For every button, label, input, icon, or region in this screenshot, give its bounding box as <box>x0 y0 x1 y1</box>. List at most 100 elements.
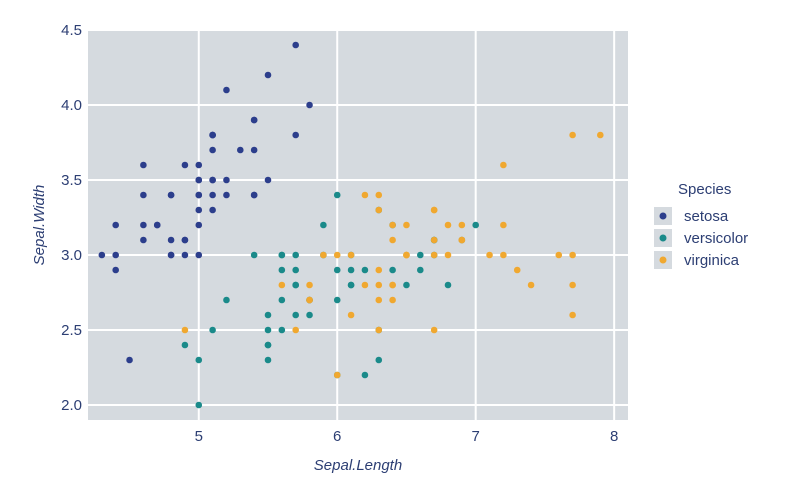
data-point <box>333 296 341 304</box>
data-point <box>181 251 189 259</box>
data-point <box>278 266 286 274</box>
data-point <box>389 296 396 304</box>
data-point <box>181 236 189 244</box>
data-point <box>250 191 258 199</box>
legend-label: versicolor <box>684 230 748 247</box>
data-point <box>195 251 203 259</box>
data-point <box>444 221 452 229</box>
data-point <box>264 176 272 184</box>
data-point <box>389 281 396 289</box>
data-point <box>98 251 106 259</box>
data-point <box>195 176 203 184</box>
data-point <box>209 206 216 214</box>
data-point <box>333 371 341 379</box>
data-point <box>389 266 396 274</box>
data-point <box>527 281 535 289</box>
data-point <box>181 326 189 334</box>
x-tick-label: 7 <box>472 428 480 445</box>
data-point <box>458 236 466 244</box>
data-point <box>333 251 341 259</box>
data-point <box>306 296 313 304</box>
data-point <box>195 191 203 199</box>
data-point <box>167 191 175 199</box>
y-tick-label: 2.5 <box>61 322 82 339</box>
data-point <box>278 281 286 289</box>
data-point <box>292 311 299 319</box>
data-point <box>320 251 327 259</box>
data-point <box>375 266 383 274</box>
data-point <box>278 251 286 259</box>
data-point <box>403 221 410 229</box>
data-point <box>500 161 507 169</box>
data-point <box>375 326 383 334</box>
data-point <box>140 221 147 229</box>
data-point <box>292 251 299 259</box>
data-point <box>292 281 299 289</box>
data-point <box>209 326 216 334</box>
data-point <box>361 266 369 274</box>
data-point <box>569 251 576 259</box>
data-point <box>375 191 383 199</box>
data-point <box>417 266 424 274</box>
data-point <box>500 221 507 229</box>
x-axis-title: Sepal.Length <box>314 457 402 474</box>
data-point <box>430 251 438 259</box>
data-point <box>112 221 119 229</box>
data-point <box>347 281 355 289</box>
y-tick-label: 3.5 <box>61 172 82 189</box>
legend-marker <box>659 234 667 242</box>
data-point <box>264 341 272 349</box>
data-point <box>264 311 272 319</box>
data-point <box>458 221 466 229</box>
data-point <box>306 101 313 109</box>
data-point <box>444 251 452 259</box>
data-point <box>167 251 175 259</box>
data-point <box>167 236 175 244</box>
legend-label: virginica <box>684 252 740 269</box>
data-point <box>555 251 563 259</box>
data-point <box>209 176 216 184</box>
data-point <box>569 281 576 289</box>
legend-marker <box>659 256 667 264</box>
legend-marker <box>659 212 667 220</box>
data-point <box>513 266 521 274</box>
legend-item-versicolor: versicolor <box>654 229 748 247</box>
data-point <box>292 131 299 139</box>
data-point <box>597 131 604 139</box>
data-point <box>223 86 230 94</box>
data-point <box>195 206 203 214</box>
y-tick-label: 3.0 <box>61 247 82 264</box>
series-virginica <box>181 131 604 379</box>
data-point <box>333 266 341 274</box>
data-point <box>209 146 216 154</box>
data-point <box>403 251 410 259</box>
plot-background <box>88 30 628 420</box>
data-point <box>486 251 493 259</box>
data-point <box>181 341 189 349</box>
data-point <box>195 221 203 229</box>
data-point <box>112 266 119 274</box>
data-point <box>126 356 133 364</box>
data-point <box>278 296 286 304</box>
y-axis-title: Sepal.Width <box>31 185 48 266</box>
legend-item-setosa: setosa <box>654 207 729 225</box>
legend: Species setosa versicolor virginica <box>654 181 748 269</box>
data-point <box>153 221 161 229</box>
data-point <box>292 41 299 49</box>
data-point <box>292 326 299 334</box>
x-tick-label: 5 <box>195 428 203 445</box>
data-point <box>347 266 355 274</box>
data-point <box>264 71 272 79</box>
y-tick-label: 4.0 <box>61 97 82 114</box>
data-point <box>250 116 258 124</box>
legend-item-virginica: virginica <box>654 251 740 269</box>
data-point <box>250 251 258 259</box>
data-point <box>278 326 286 334</box>
data-point <box>223 296 230 304</box>
data-point <box>347 311 355 319</box>
data-point <box>417 251 424 259</box>
data-point <box>375 296 383 304</box>
data-point <box>306 311 313 319</box>
data-point <box>112 251 119 259</box>
